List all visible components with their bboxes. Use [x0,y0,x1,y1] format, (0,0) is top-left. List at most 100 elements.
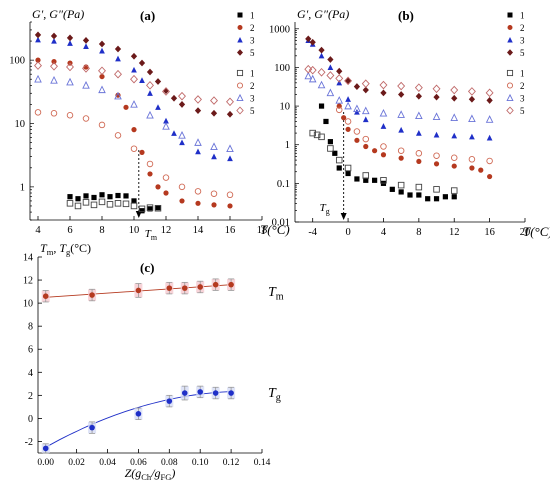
data-point [354,137,360,143]
data-point [432,112,441,120]
legend-label: 2 [520,81,525,91]
data-point [433,186,440,193]
data-point [380,152,387,158]
data-point [380,143,387,150]
legend-marker [237,12,243,18]
series-Tg [41,385,236,454]
data-point [98,40,106,48]
data-point [138,59,146,67]
data-point [89,424,95,431]
data-point [345,126,351,132]
data-point [345,96,351,102]
data-point [398,155,404,161]
legend-label: 1 [250,11,255,21]
data-point [468,95,476,103]
data-point [139,77,145,83]
y-tick-label: 4 [28,368,33,379]
data-point [83,193,89,199]
x-axis-label: T(°C) [523,224,550,239]
data-point [228,390,234,396]
data-point [450,187,458,194]
data-point [82,80,90,89]
data-point [335,96,344,104]
data-point [379,80,388,90]
data-point [398,126,405,133]
data-point [50,32,58,40]
legend-marker [506,69,514,77]
data-point [362,116,369,123]
data-point [130,100,138,108]
data-point [114,69,122,79]
legend-marker [506,106,514,115]
data-point [114,91,122,100]
data-point [380,89,387,97]
data-point [433,93,440,101]
data-point [397,110,405,118]
data-point [344,118,352,125]
data-point [154,78,162,85]
data-point [397,81,406,91]
data-point [226,110,234,118]
series-filled-5 [34,31,234,118]
data-point [181,285,188,291]
data-point [398,91,405,98]
legend-marker [507,25,513,30]
data-point [66,200,74,207]
data-point [163,117,169,124]
data-point [451,132,458,139]
data-point [166,285,173,291]
data-point [42,293,49,300]
data-point [197,284,204,290]
legend: 1 2 3 5 1 2 3 5 [236,11,255,116]
data-point [228,281,234,288]
y-tick-label: 10 [23,299,33,310]
x-tick-label: 4 [381,227,387,238]
series-open-3 [34,74,234,152]
data-point [212,281,219,288]
data-point [139,208,145,214]
data-point [99,73,105,80]
series-open-1 [66,198,162,213]
data-point [450,154,458,162]
data-point [155,184,161,190]
data-point [181,390,188,396]
y-tick-label: 0 [28,414,33,425]
data-point [114,200,122,207]
data-point [469,133,475,140]
data-point [380,177,387,184]
series-open-5 [34,61,234,107]
data-point [372,177,378,183]
y-axis-label: Tm, Tg(°C) [40,241,91,257]
series-label-tg: Tg [268,386,281,404]
x-tick-label: 4 [35,225,41,236]
data-point [122,200,130,208]
data-point [327,56,334,63]
data-point [98,198,106,206]
data-point [170,94,178,102]
data-point [362,86,369,94]
data-point [353,104,361,113]
y-tick-label: -2 [25,437,33,448]
data-point [326,88,335,97]
data-point [91,194,97,201]
data-point [344,164,352,172]
data-point [130,202,138,210]
data-point [66,112,74,119]
y-tick-label: 100 [274,63,290,74]
legend-label: 5 [250,48,255,58]
y-tick-label: 0.01 [272,218,290,229]
data-point [326,71,335,80]
data-point [146,204,154,211]
x-tick-label: -4 [308,227,317,238]
data-point [115,192,121,199]
data-point [34,109,42,116]
data-point [82,37,90,44]
legend-label: 1 [520,69,525,79]
data-point [34,74,42,83]
data-point [486,134,493,141]
data-point [353,128,361,135]
data-point [433,196,440,202]
data-point [212,390,219,396]
data-point [154,204,162,212]
